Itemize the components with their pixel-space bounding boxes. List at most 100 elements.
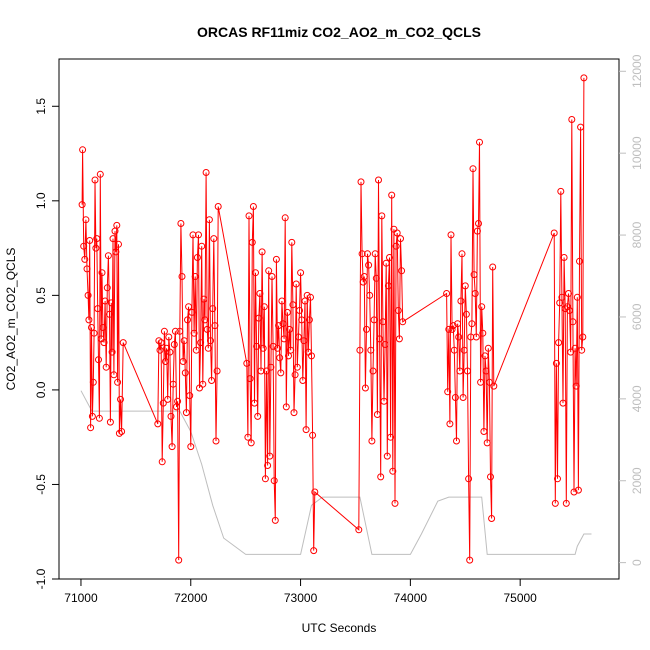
data-point	[88, 412, 96, 420]
y-tick-label: 1.0	[34, 192, 48, 209]
data-point	[170, 341, 178, 348]
data-point	[468, 320, 476, 328]
data-point	[287, 346, 295, 354]
data-point	[557, 187, 565, 195]
data-point	[101, 297, 109, 305]
data-point	[483, 439, 491, 447]
data-point	[388, 191, 396, 199]
data-point	[270, 477, 278, 485]
x-tick-label: 72000	[174, 591, 208, 605]
data-point	[477, 378, 485, 386]
data-point	[573, 293, 581, 301]
data-point	[289, 301, 297, 309]
data-point	[198, 242, 206, 250]
y2-tick-label: 2000	[630, 467, 644, 494]
data-point	[256, 290, 264, 297]
data-point	[94, 305, 102, 313]
data-point	[561, 305, 569, 313]
data-point	[570, 488, 578, 496]
data-point	[300, 337, 308, 345]
data-point	[276, 354, 284, 362]
data-point	[559, 399, 567, 407]
data-point	[96, 170, 104, 178]
data-point	[247, 439, 255, 447]
data-point	[472, 333, 480, 341]
data-point	[84, 291, 92, 299]
data-point	[87, 424, 95, 432]
data-point	[392, 242, 400, 250]
data-point	[200, 295, 208, 303]
data-point	[456, 367, 464, 375]
data-point	[457, 297, 465, 305]
data-point	[484, 344, 492, 352]
data-point	[478, 303, 486, 311]
data-point	[461, 282, 469, 290]
data-point	[489, 263, 497, 271]
data-point	[168, 443, 176, 451]
data-point	[83, 265, 91, 273]
data-point	[371, 250, 379, 258]
data-point	[282, 403, 290, 411]
data-point	[574, 486, 582, 494]
data-point	[568, 116, 576, 123]
data-point	[381, 341, 389, 348]
plot-frame	[58, 58, 620, 580]
data-point	[299, 377, 307, 384]
data-point	[118, 428, 126, 435]
y-tick-label: -1.0	[34, 568, 48, 589]
data-point	[212, 437, 220, 445]
data-point	[191, 273, 199, 280]
data-point	[563, 303, 571, 311]
data-point	[255, 314, 263, 322]
data-point	[159, 399, 167, 407]
data-point	[104, 252, 112, 260]
data-point	[207, 337, 214, 345]
data-point	[379, 318, 387, 326]
data-point	[364, 250, 371, 258]
data-point	[572, 382, 580, 390]
data-point	[195, 231, 202, 239]
data-point	[181, 369, 189, 377]
data-point	[459, 394, 467, 401]
data-point	[490, 382, 498, 390]
data-point	[179, 358, 187, 365]
data-point	[361, 384, 369, 392]
y2-axis-altitude: 0 2000 4000 6000 8000 10000 12000	[619, 54, 644, 566]
data-point	[279, 320, 287, 328]
data-point	[214, 203, 222, 210]
data-point	[566, 307, 574, 314]
data-point	[245, 212, 253, 220]
data-point	[283, 308, 291, 316]
data-point	[268, 273, 276, 280]
data-point	[360, 273, 368, 280]
data-point	[252, 269, 259, 277]
data-point	[259, 344, 267, 352]
data-point	[203, 325, 211, 333]
data-point	[481, 352, 489, 360]
data-point	[375, 176, 382, 184]
data-point	[213, 367, 221, 375]
data-point	[380, 397, 388, 405]
data-point	[305, 316, 313, 324]
data-point	[444, 388, 452, 396]
data-point	[443, 290, 451, 297]
data-point	[95, 414, 103, 422]
y-tick-label: 0.5	[34, 287, 48, 304]
data-point	[186, 392, 194, 400]
data-point	[93, 235, 101, 243]
data-point	[178, 273, 186, 280]
y2-tick-label: 0	[630, 559, 644, 566]
data-point	[292, 280, 300, 288]
data-point	[565, 290, 572, 297]
data-point	[460, 346, 468, 354]
y-tick-label: 1.5	[34, 98, 48, 115]
data-point	[368, 437, 376, 445]
data-point	[249, 203, 257, 210]
y2-tick-label: 8000	[630, 221, 644, 248]
data-point	[485, 378, 493, 386]
data-point	[210, 235, 218, 243]
data-point	[394, 307, 402, 314]
data-point	[554, 475, 561, 483]
data-point	[365, 261, 373, 269]
